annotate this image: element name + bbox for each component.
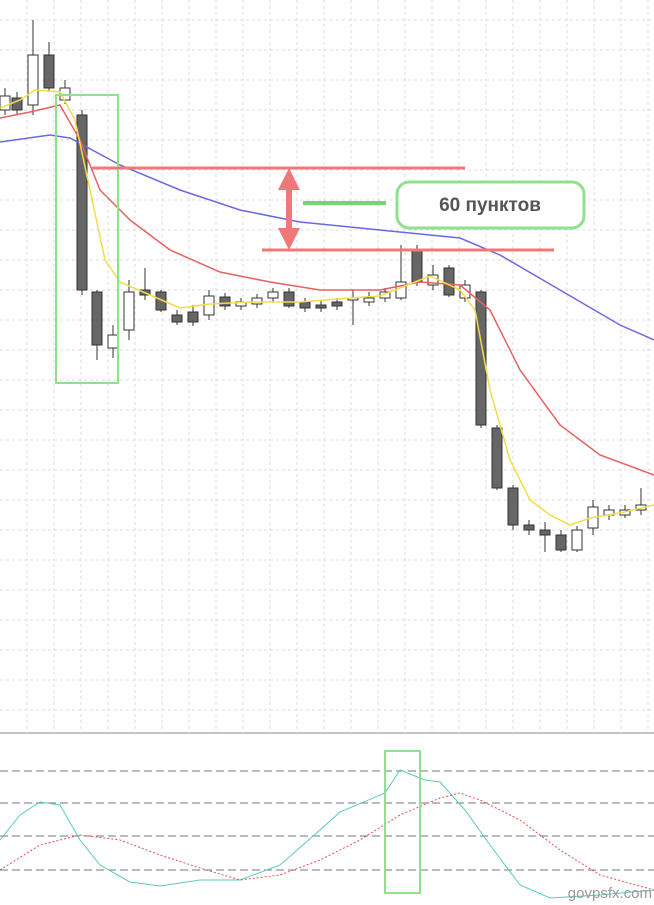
candle-body (475, 291, 487, 426)
candle-body (283, 291, 295, 307)
candle-body (107, 334, 119, 349)
watermark: govpsfx.com (568, 885, 652, 902)
candle-body (91, 291, 103, 346)
candle-body (539, 529, 551, 536)
range-arrow (278, 168, 300, 250)
moving-average-slow (0, 134, 654, 341)
candle-body (187, 311, 199, 323)
candle-body (555, 534, 567, 551)
candle-body (411, 249, 423, 283)
candle-body (171, 314, 183, 323)
candle-body (443, 267, 455, 296)
candle-body (219, 296, 231, 307)
candle-body (76, 114, 88, 291)
indicator-highlight (384, 750, 421, 894)
oscillator-signal (0, 792, 654, 891)
candle-body (571, 529, 583, 551)
candle-body (363, 297, 375, 303)
candle-body (27, 54, 39, 106)
candle-body (251, 297, 263, 305)
indicator-levels (0, 770, 654, 871)
candle-body (459, 284, 471, 299)
candle-body (491, 427, 503, 489)
label-box (395, 180, 586, 230)
candles (0, 20, 647, 552)
oscillator-main (0, 769, 654, 899)
candle-body (507, 487, 519, 526)
candle-body (155, 291, 167, 311)
candle-body (267, 291, 279, 299)
candle-body (299, 301, 311, 309)
moving-average-medium (0, 104, 654, 476)
candle-body (0, 95, 11, 111)
highlight-box (55, 94, 119, 384)
grid (0, 0, 654, 730)
range-label: 60 пунктов (439, 195, 541, 216)
candle-body (523, 524, 535, 531)
candle-body (203, 295, 215, 316)
candle-body (315, 304, 327, 309)
candle-body (123, 291, 135, 331)
candle-body (43, 54, 55, 89)
candle-body (379, 291, 391, 299)
moving-average-fast (0, 89, 654, 526)
candle-body (331, 301, 343, 307)
